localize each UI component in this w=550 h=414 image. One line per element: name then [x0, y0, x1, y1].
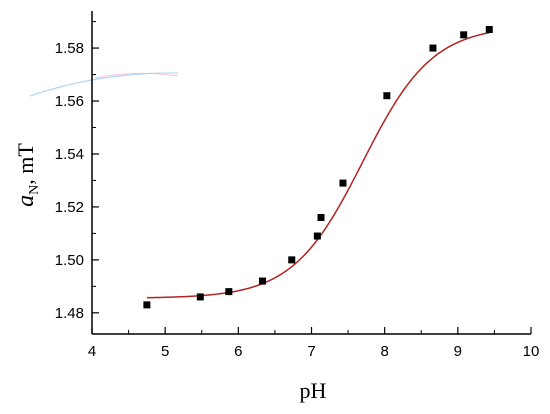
x-axis-title: pH	[300, 378, 327, 403]
x-tick-label-10: 10	[523, 343, 540, 360]
data-point	[288, 256, 296, 264]
plot-area: 4 5 6 7 8 9 10 1.48 1.50 1.52 1.54 1.56 1.58	[55, 11, 540, 360]
y-ticks: 1.48 1.50 1.52 1.54 1.56 1.58	[55, 21, 99, 322]
data-point	[143, 301, 151, 309]
y-tick-label-1.52: 1.52	[55, 199, 84, 216]
data-point	[460, 31, 468, 39]
y-tick-label-1.58: 1.58	[55, 40, 84, 57]
y-tick-label-1.50: 1.50	[55, 252, 84, 269]
x-tick-label-4: 4	[88, 343, 96, 360]
y-tick-label-1.56: 1.56	[55, 93, 84, 110]
data-point	[317, 214, 325, 222]
y-axis-unit: , mT	[13, 143, 38, 185]
data-points	[143, 26, 493, 309]
data-point	[258, 277, 266, 285]
decorative-smudge	[29, 72, 179, 97]
y-tick-label-1.54: 1.54	[55, 146, 84, 163]
y-axis-symbol: a	[13, 195, 39, 207]
data-point	[196, 293, 204, 301]
y-axis-subscript: N	[27, 185, 42, 195]
x-tick-label-6: 6	[234, 343, 242, 360]
x-tick-label-9: 9	[454, 343, 462, 360]
fit-curve	[146, 31, 490, 299]
data-point	[383, 92, 391, 100]
data-point	[313, 232, 321, 240]
y-axis-title: aN, mT	[13, 143, 42, 207]
data-point	[339, 179, 347, 187]
data-point	[225, 288, 233, 296]
x-tick-label-5: 5	[161, 343, 169, 360]
x-tick-label-8: 8	[380, 343, 388, 360]
x-tick-label-7: 7	[307, 343, 315, 360]
x-ticks: 4 5 6 7 8 9 10	[88, 327, 540, 360]
data-point	[485, 26, 493, 34]
y-tick-label-1.48: 1.48	[55, 305, 84, 322]
data-point	[429, 44, 437, 52]
